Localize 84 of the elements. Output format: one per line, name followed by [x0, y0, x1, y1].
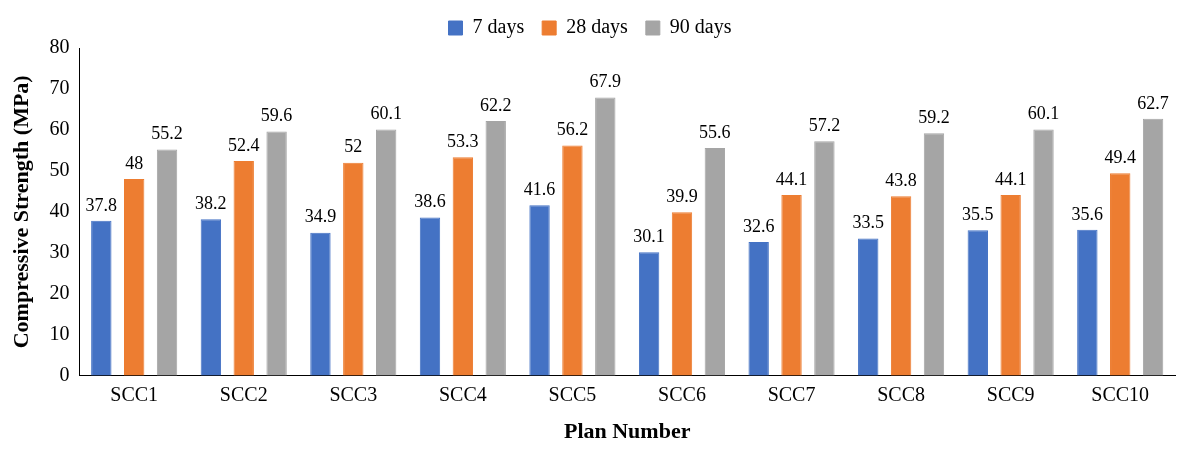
y-tick-label: 80: [49, 35, 70, 58]
bar: [200, 219, 222, 376]
y-tick-label: 60: [49, 117, 70, 140]
data-label: 32.6: [742, 215, 775, 236]
data-label: 49.4: [1104, 147, 1136, 168]
y-tick-label: 70: [49, 76, 70, 99]
legend-label: 90 days: [669, 15, 732, 39]
y-tick-label: 0: [59, 362, 70, 385]
bar: [1142, 118, 1164, 376]
bar: [375, 129, 397, 376]
x-tick-label: SCC4: [438, 382, 487, 405]
y-tick-label: 30: [49, 240, 70, 262]
data-label: 39.9: [666, 185, 698, 206]
bar: [923, 133, 945, 376]
bar: [233, 161, 254, 376]
bar: [1033, 129, 1054, 376]
y-tick-label: 40: [49, 199, 70, 222]
data-label: 56.2: [556, 119, 589, 140]
data-label: 62.7: [1137, 92, 1169, 113]
y-tick-label: 50: [49, 158, 70, 181]
legend-label: 7 days: [472, 15, 525, 39]
bar: [123, 179, 145, 376]
data-label: 67.9: [589, 71, 622, 92]
x-tick-label: SCC9: [986, 382, 1035, 405]
data-label: 57.2: [808, 115, 841, 136]
data-label: 33.5: [852, 212, 884, 233]
bar: [91, 220, 112, 376]
bar: [814, 141, 835, 376]
x-tick-label: SCC5: [548, 382, 597, 405]
x-tick-label: SCC6: [658, 382, 706, 405]
x-axis-title: Plan Number: [563, 418, 691, 444]
bar: [748, 242, 769, 376]
y-axis-title: Compressive Strength (MPa): [7, 75, 33, 349]
data-label: 34.9: [304, 206, 337, 227]
bar: [562, 145, 583, 376]
data-label: 37.8: [85, 194, 118, 215]
data-label: 52: [344, 136, 363, 157]
y-tick-label: 10: [49, 321, 70, 344]
bar: [529, 205, 550, 376]
x-tick-label: SCC3: [329, 382, 378, 405]
bar: [485, 120, 506, 376]
data-label: 59.2: [918, 106, 950, 127]
bar: [704, 147, 726, 376]
x-tick-label: SCC8: [877, 382, 926, 405]
bar: [1077, 229, 1098, 376]
data-label: 44.1: [994, 168, 1027, 189]
data-label: 52.4: [227, 134, 260, 155]
bar: [781, 195, 802, 376]
legend-label: 28 days: [566, 15, 629, 39]
bar: [595, 97, 616, 376]
data-label: 60.1: [370, 103, 402, 124]
bar: [156, 149, 178, 376]
y-tick-label: 20: [49, 280, 70, 303]
data-label: 38.2: [195, 192, 227, 213]
bar: [671, 212, 693, 376]
x-tick-label: SCC1: [110, 382, 159, 405]
data-label: 41.6: [523, 178, 556, 199]
bar: [452, 157, 474, 376]
data-label: 44.1: [775, 168, 808, 189]
data-label: 35.5: [962, 203, 994, 224]
data-label: 55.2: [151, 123, 183, 144]
data-label: 30.1: [633, 226, 665, 247]
data-label: 53.3: [447, 131, 479, 152]
x-tick-label: SCC10: [1091, 382, 1150, 405]
data-label: 43.8: [885, 169, 917, 190]
bar: [1110, 173, 1131, 376]
x-tick-label: SCC7: [767, 382, 816, 405]
bar: [310, 232, 331, 376]
bar: [266, 131, 287, 376]
data-label: 55.6: [699, 121, 731, 142]
data-label: 38.6: [414, 191, 446, 212]
bar: [890, 196, 912, 376]
x-tick-label: SCC2: [219, 382, 268, 405]
data-label: 59.6: [260, 105, 293, 126]
bar: [638, 252, 660, 376]
bar: [419, 217, 441, 376]
bar: [858, 238, 879, 376]
data-label: 60.1: [1027, 103, 1060, 124]
bar: [1000, 195, 1021, 376]
data-label: 35.6: [1071, 203, 1104, 224]
data-label: 62.2: [479, 94, 512, 115]
bar: [343, 162, 364, 376]
bar: [967, 230, 988, 376]
data-label: 48: [125, 152, 144, 173]
